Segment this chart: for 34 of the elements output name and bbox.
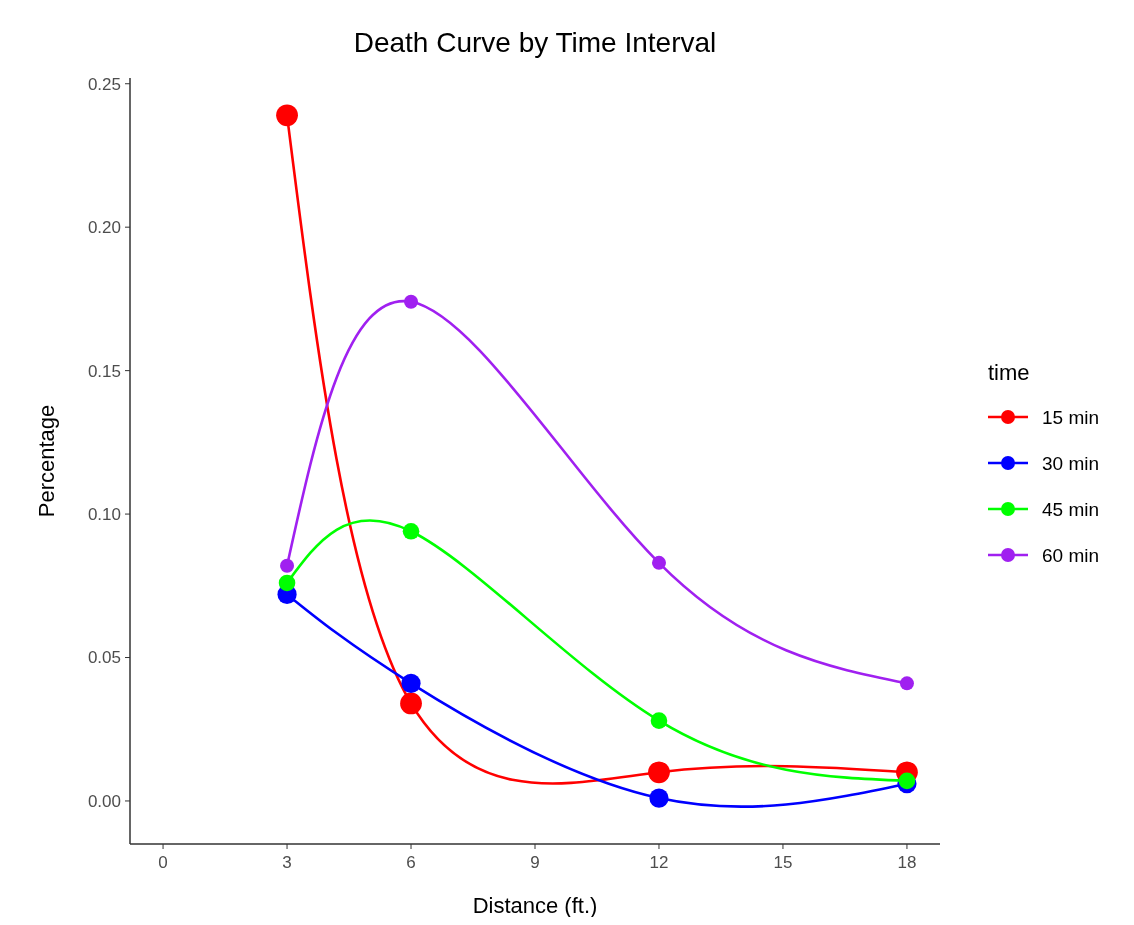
point bbox=[649, 788, 669, 808]
legend-title: time bbox=[988, 360, 1030, 385]
y-axis-title: Percentage bbox=[34, 404, 59, 518]
y-tick-label: 0.00 bbox=[87, 791, 121, 811]
x-tick-label: 18 bbox=[897, 853, 917, 872]
y-tick-label: 0.05 bbox=[87, 648, 121, 668]
y-tick-label: 0.15 bbox=[87, 361, 121, 381]
legend-label: 45 min bbox=[1042, 498, 1100, 520]
x-tick-label: 12 bbox=[649, 853, 669, 872]
x-axis-title: Distance (ft.) bbox=[472, 893, 598, 918]
point bbox=[650, 712, 668, 729]
legend-label: 30 min bbox=[1042, 452, 1100, 474]
x-tick-label: 0 bbox=[158, 853, 168, 872]
x-tick-label: 6 bbox=[406, 853, 416, 872]
y-tick-label: 0.20 bbox=[87, 218, 121, 238]
y-tick-label: 0.10 bbox=[87, 505, 121, 525]
point bbox=[651, 555, 666, 570]
x-tick-label: 9 bbox=[530, 853, 540, 872]
legend-label: 15 min bbox=[1042, 406, 1100, 428]
y-tick-label: 0.25 bbox=[87, 74, 121, 94]
point bbox=[276, 104, 298, 127]
point bbox=[899, 676, 914, 691]
x-tick-label: 3 bbox=[282, 853, 292, 872]
point bbox=[400, 692, 422, 715]
legend-label: 60 min bbox=[1042, 544, 1100, 566]
x-tick-label: 15 bbox=[773, 853, 793, 872]
point bbox=[280, 558, 295, 573]
point bbox=[278, 574, 296, 592]
point bbox=[402, 522, 420, 540]
point bbox=[898, 772, 916, 790]
point bbox=[648, 761, 670, 784]
chart-title: Death Curve by Time Interval bbox=[353, 27, 717, 58]
point bbox=[401, 673, 421, 693]
point bbox=[404, 294, 419, 309]
